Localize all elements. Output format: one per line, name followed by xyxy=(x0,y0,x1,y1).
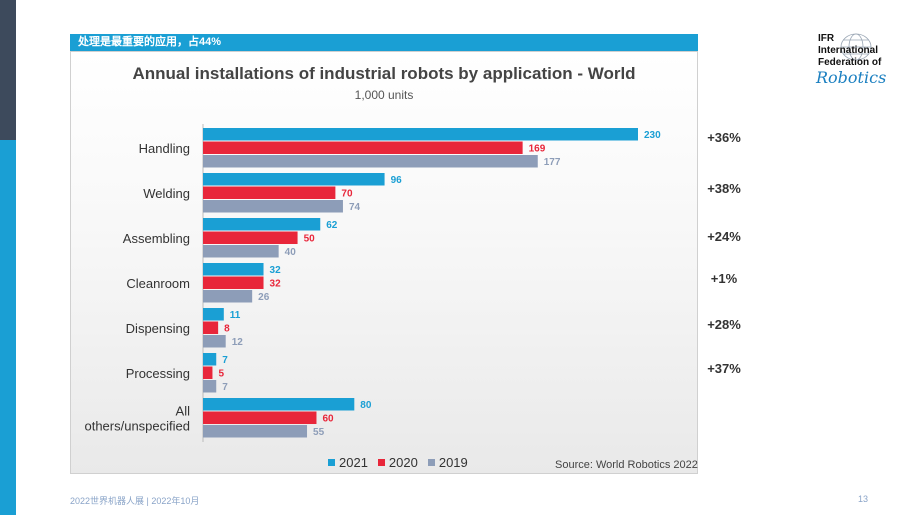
data-label-2021: 230 xyxy=(644,130,661,141)
legend-item-2020: 2020 xyxy=(377,455,418,470)
data-label-2020: 50 xyxy=(304,234,316,245)
data-label-2021: 96 xyxy=(391,175,403,186)
legend-swatch xyxy=(427,459,435,466)
data-label-2019: 74 xyxy=(349,202,361,213)
bar-2020 xyxy=(203,411,317,424)
bar-2020 xyxy=(203,186,336,199)
data-label-2021: 7 xyxy=(222,355,228,366)
bar-2021 xyxy=(203,308,224,321)
bar-2019 xyxy=(203,200,343,213)
category-label: Cleanroom xyxy=(126,276,190,291)
bar-2020 xyxy=(203,231,298,244)
category-label: Welding xyxy=(143,186,190,201)
data-label-2020: 70 xyxy=(341,189,353,200)
bar-2021 xyxy=(203,173,385,186)
bar-2019 xyxy=(203,335,226,348)
data-label-2021: 80 xyxy=(360,400,372,411)
data-label-2019: 55 xyxy=(313,427,325,438)
bar-2020 xyxy=(203,276,264,289)
data-label-2020: 60 xyxy=(322,414,334,425)
category-label: Handling xyxy=(139,141,190,156)
data-label-2020: 32 xyxy=(270,279,282,290)
chart-title: Annual installations of industrial robot… xyxy=(132,64,636,83)
bar-2019 xyxy=(203,245,279,258)
source-note: Source: World Robotics 2022 xyxy=(555,459,698,471)
growth-rate: +28% xyxy=(707,317,741,332)
summary-banner: 处理是最重要的应用，占44% xyxy=(70,34,698,51)
bar-2019 xyxy=(203,290,253,303)
ifr-logo-script: Robotics xyxy=(816,68,887,87)
chart-panel xyxy=(70,51,698,474)
legend-swatch xyxy=(328,459,335,466)
chart-subtitle: 1,000 units xyxy=(354,88,414,102)
side-accent-dark xyxy=(0,0,16,140)
category-label: Processing xyxy=(126,366,190,381)
legend-item-2019: 2019 xyxy=(427,455,468,470)
page-number: 13 xyxy=(858,494,869,504)
bar-2021 xyxy=(203,263,264,276)
bar-2021 xyxy=(203,128,638,141)
data-label-2020: 8 xyxy=(224,324,230,335)
growth-rate: +1% xyxy=(710,271,738,286)
data-label-2021: 32 xyxy=(270,265,282,276)
growth-rate: +37% xyxy=(707,361,741,376)
footer-event: 2022世界机器人展 | 2022年10月 xyxy=(70,496,200,506)
side-accent-blue xyxy=(0,140,16,515)
category-label: All xyxy=(176,403,191,418)
data-label-2019: 177 xyxy=(544,157,561,168)
ifr-globe-icon xyxy=(840,33,872,61)
bar-2020 xyxy=(203,321,219,334)
data-label-2021: 62 xyxy=(326,220,338,231)
bar-2021 xyxy=(203,218,321,231)
data-label-2019: 26 xyxy=(258,292,270,303)
category-label: Assembling xyxy=(123,231,190,246)
ifr-logo-text: IFR International Federation of xyxy=(818,33,882,68)
legend-swatch xyxy=(377,459,385,466)
data-label-2021: 11 xyxy=(230,310,241,321)
data-label-2019: 12 xyxy=(232,337,244,348)
bar-2019 xyxy=(203,425,308,438)
legend: 2021 2020 2019 xyxy=(328,455,468,470)
category-label: others/unspecified xyxy=(84,418,190,433)
bar-2019 xyxy=(203,380,217,393)
bar-2021 xyxy=(203,353,217,366)
growth-rate: +36% xyxy=(707,130,741,145)
data-label-2020: 169 xyxy=(529,144,546,155)
bar-2020 xyxy=(203,141,523,154)
bar-2020 xyxy=(203,366,213,379)
category-label: Dispensing xyxy=(126,321,190,336)
bar-2021 xyxy=(203,398,355,411)
data-label-2020: 5 xyxy=(218,369,224,380)
legend-item-2021: 2021 xyxy=(328,455,368,470)
data-label-2019: 7 xyxy=(222,382,228,393)
growth-rate: +38% xyxy=(707,181,741,196)
growth-rate: +24% xyxy=(707,229,741,244)
bar-2019 xyxy=(203,155,538,168)
data-label-2019: 40 xyxy=(285,247,297,258)
